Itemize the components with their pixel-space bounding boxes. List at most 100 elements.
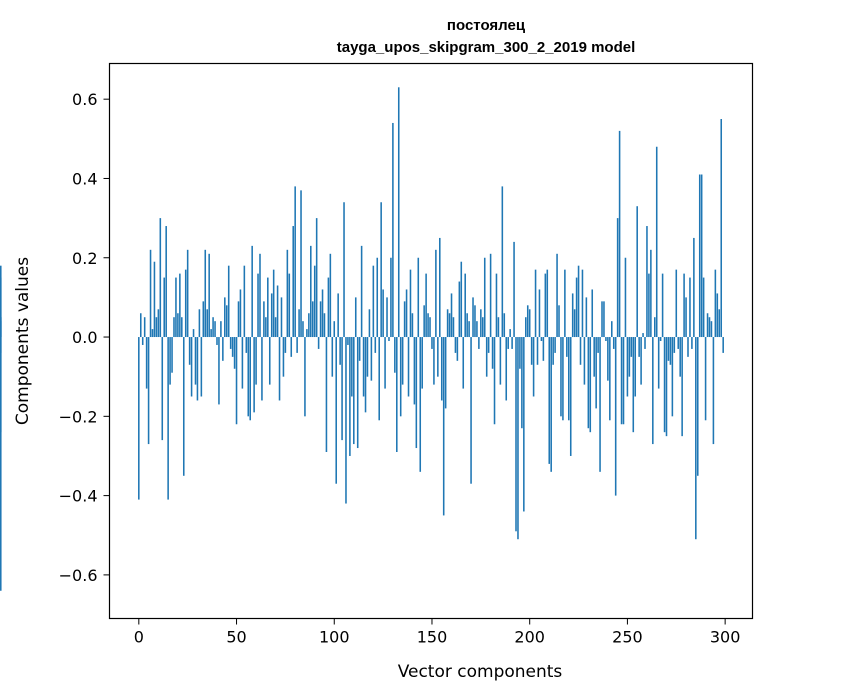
x-axis-label: Vector components [398, 662, 563, 682]
bar-undefined [0, 265, 2, 338]
bar-143 [417, 257, 420, 338]
bar-126 [384, 337, 386, 389]
bar-22 [181, 317, 183, 338]
bar-253 [632, 337, 635, 433]
x-tick-label-50: 50 [226, 628, 246, 647]
bar-216 [560, 337, 562, 417]
bar-167 [464, 273, 466, 338]
bar-56 [247, 337, 250, 417]
bar-58 [251, 245, 253, 338]
bar-241 [609, 337, 611, 421]
bar-46 [227, 265, 230, 338]
bar-198 [525, 317, 527, 338]
bar-54 [243, 265, 246, 338]
bar-294 [712, 337, 715, 445]
bar-81 [296, 337, 298, 353]
y-tick-label-1: −0.4 [59, 487, 98, 506]
bar-156 [442, 337, 445, 516]
bar-132 [396, 337, 398, 452]
bar-139 [409, 269, 412, 338]
bar-147 [425, 273, 427, 338]
bar-59 [253, 337, 255, 413]
bar-150 [431, 337, 433, 349]
bar-186 [501, 186, 504, 338]
bar-187 [503, 313, 506, 338]
bar-249 [624, 257, 627, 338]
bar-175 [480, 309, 482, 338]
bar-116 [364, 337, 367, 413]
bar-152 [435, 249, 437, 338]
bar-141 [413, 337, 416, 405]
bar-293 [710, 321, 713, 338]
bar-234 [595, 337, 597, 409]
bar-28 [192, 329, 195, 338]
bar-74 [282, 337, 285, 377]
bar-33 [202, 301, 205, 338]
bar-44 [224, 297, 226, 338]
bar-10 [157, 309, 160, 338]
bar-48 [231, 337, 234, 357]
bar-64 [263, 301, 265, 338]
bar-43 [222, 337, 224, 361]
y-tick-label-4: 0.2 [72, 249, 97, 268]
bar-120 [372, 265, 375, 338]
bar-62 [259, 253, 261, 338]
bar-172 [474, 305, 476, 338]
bar-137 [405, 289, 408, 338]
bar-2 [141, 337, 144, 345]
bar-155 [440, 337, 443, 401]
bar-231 [589, 337, 592, 433]
bar-227 [581, 269, 584, 338]
bar-131 [394, 337, 396, 373]
bar-144 [419, 337, 422, 472]
bar-174 [478, 337, 480, 349]
bar-170 [470, 337, 472, 484]
x-tick-label-150: 150 [417, 628, 448, 647]
bar-251 [628, 337, 631, 377]
bar-39 [214, 321, 216, 338]
bar-148 [427, 313, 429, 338]
bar-30 [196, 337, 199, 401]
bar-264 [654, 317, 656, 338]
bar-179 [487, 337, 490, 353]
bar-244 [614, 337, 617, 496]
bar-57 [249, 337, 251, 421]
bar-192 [513, 241, 515, 338]
bar-159 [448, 313, 451, 338]
bar-53 [241, 337, 244, 389]
x-tick-label-300: 300 [710, 628, 741, 647]
bar-117 [366, 337, 369, 377]
bar-140 [411, 313, 414, 338]
bar-226 [579, 337, 582, 365]
bar-266 [657, 337, 660, 389]
bar-203 [534, 269, 537, 338]
bar-88 [310, 245, 312, 338]
bar-37 [210, 329, 212, 338]
x-tick-label-200: 200 [514, 628, 545, 647]
bar-69 [272, 269, 275, 338]
bar-279 [683, 273, 685, 338]
bar-101 [335, 337, 337, 484]
bar-52 [239, 289, 242, 338]
bar-240 [607, 337, 609, 381]
bar-208 [544, 273, 547, 338]
bar-166 [462, 337, 465, 389]
bar-217 [562, 337, 564, 421]
bar-118 [368, 309, 371, 338]
bar-283 [691, 337, 693, 349]
x-tick-label-250: 250 [612, 628, 643, 647]
bar-96 [325, 337, 328, 452]
bar-98 [329, 253, 332, 338]
y-tick-label-6: 0.6 [72, 90, 97, 109]
bar-72 [278, 337, 281, 401]
bar-67 [268, 337, 271, 385]
bar-12 [161, 337, 164, 441]
bar-228 [583, 337, 586, 385]
bar-111 [354, 297, 357, 338]
bar-1 [139, 313, 142, 338]
bar-252 [630, 337, 633, 357]
bar-267 [659, 337, 662, 341]
bar-164 [458, 281, 461, 338]
bar-276 [677, 337, 680, 349]
bar-210 [548, 337, 551, 464]
